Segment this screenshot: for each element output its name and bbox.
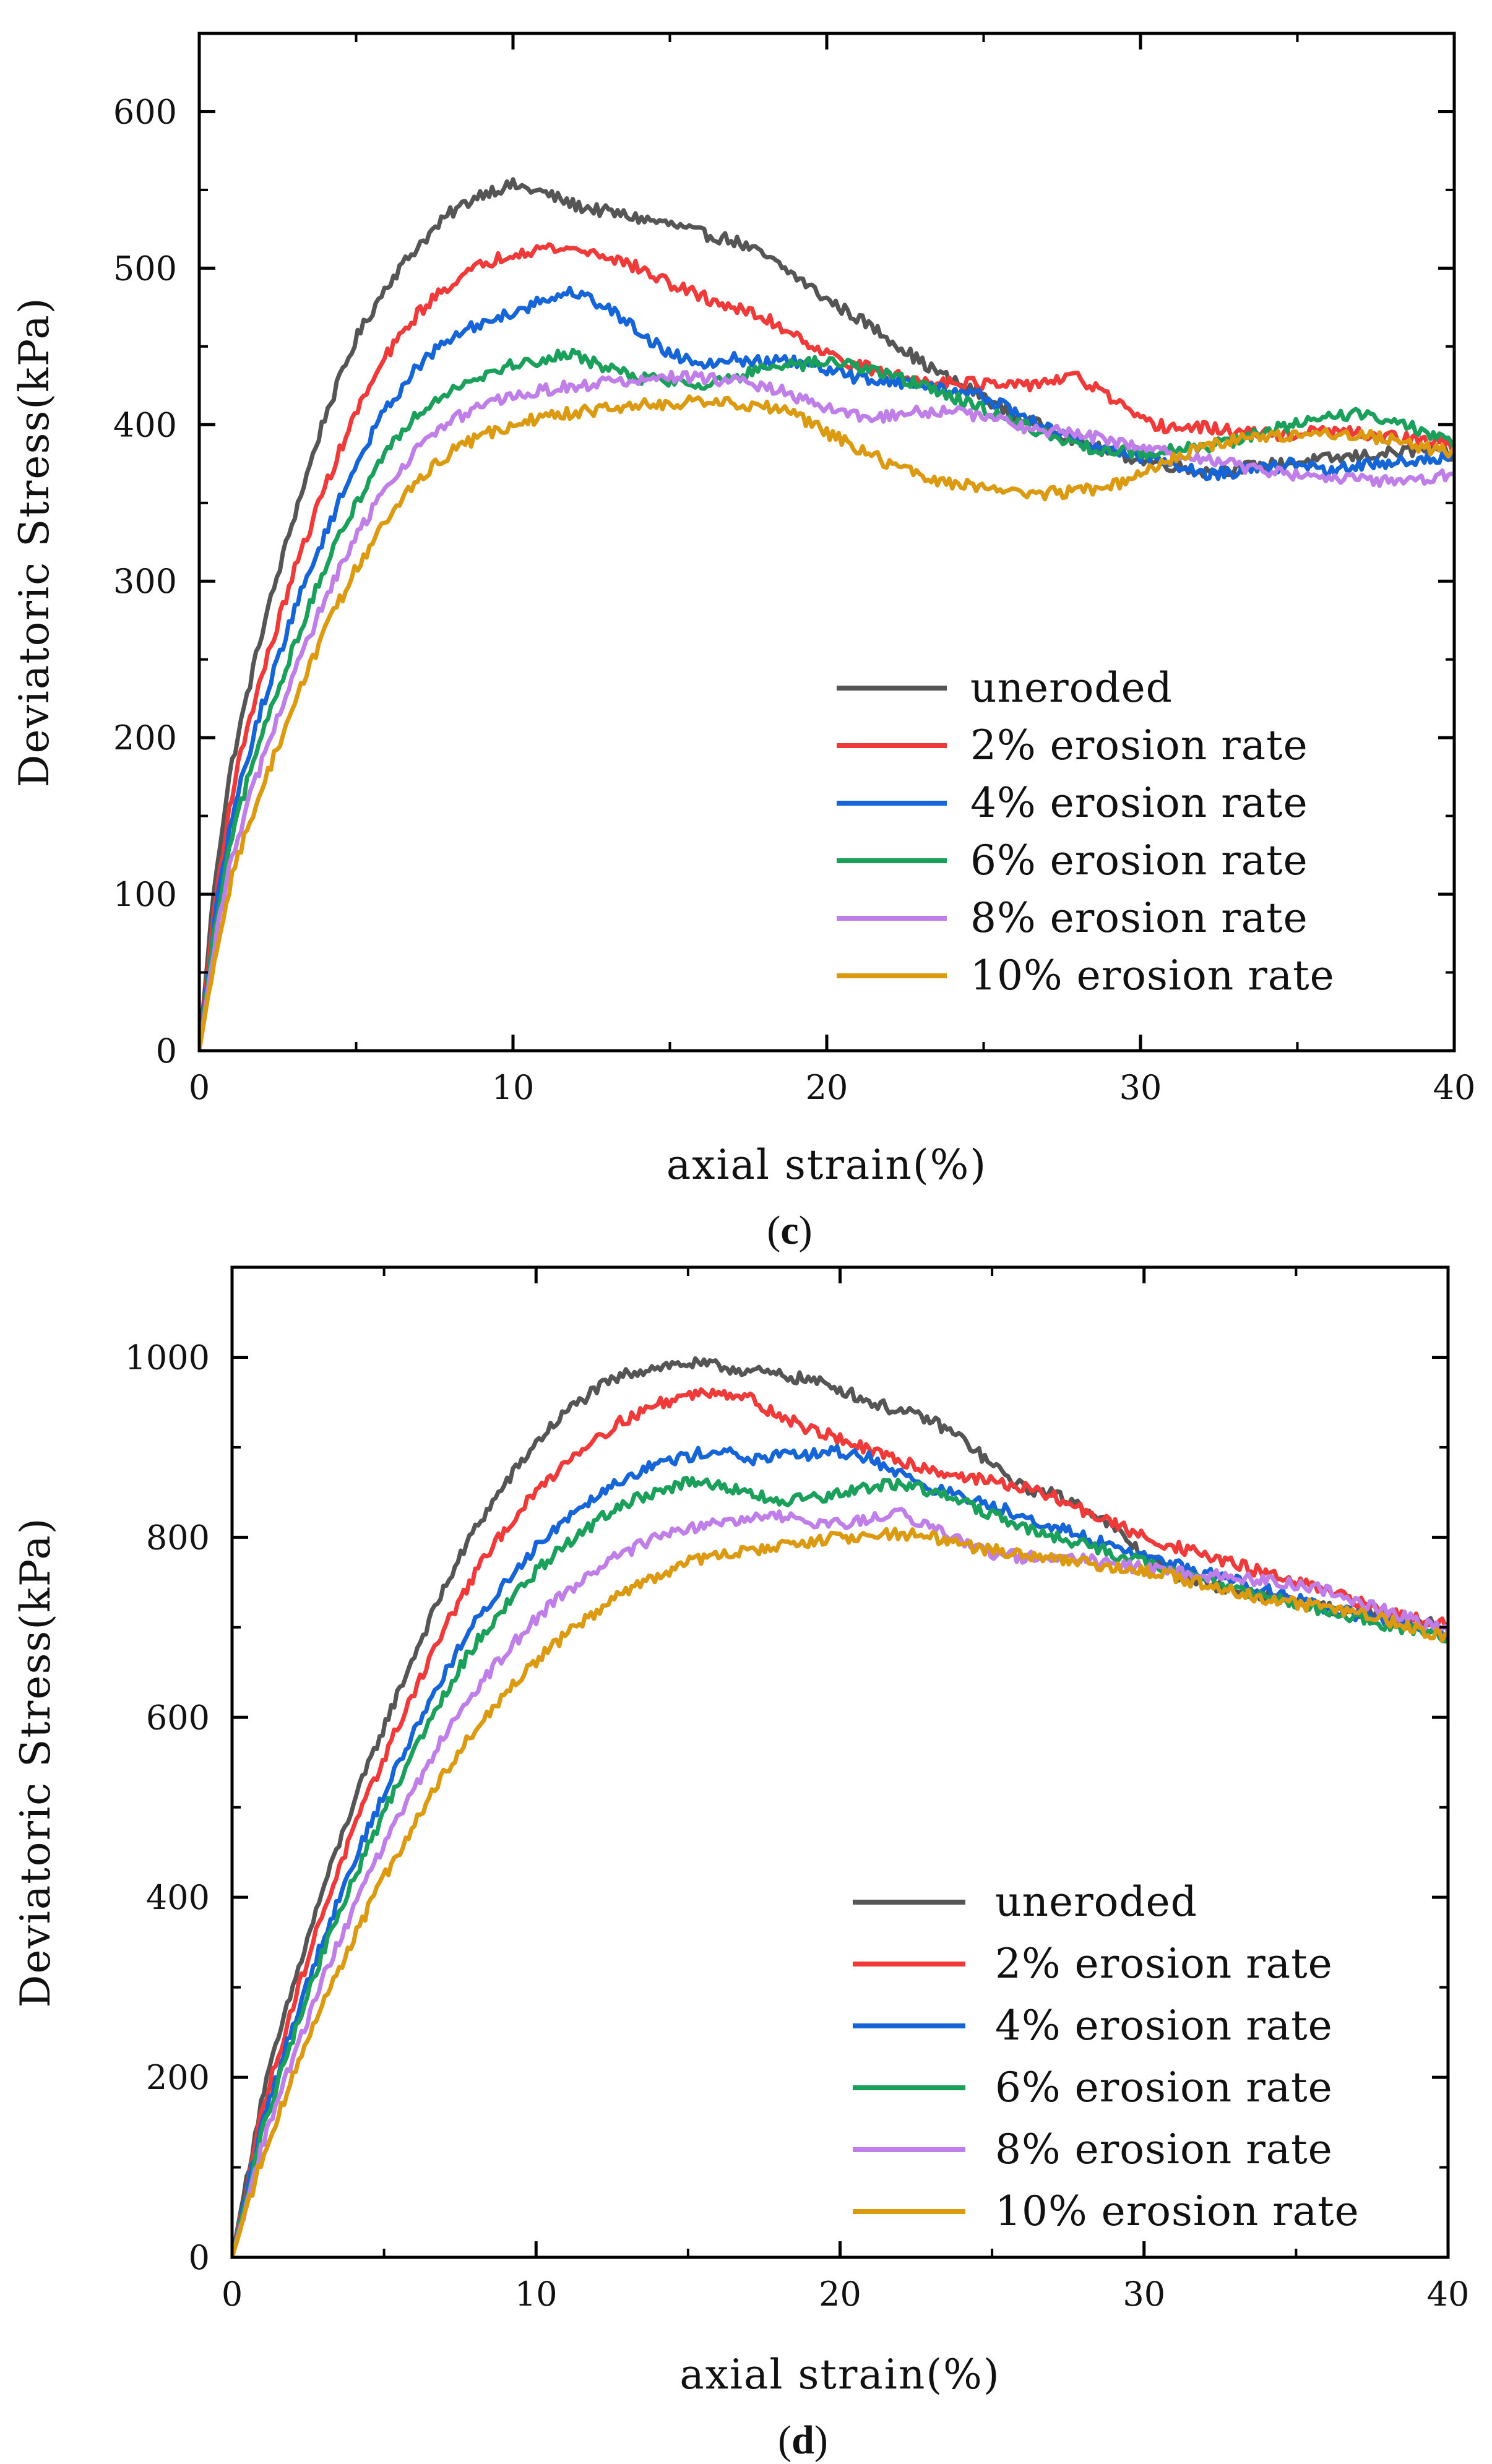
legend-label: 2% erosion rate bbox=[995, 1940, 1333, 1988]
y-axis-title: Deviatoric Stress(kPa) bbox=[11, 297, 58, 788]
series-line-2pct-erosion bbox=[199, 242, 1454, 1051]
legend-label: 10% erosion rate bbox=[970, 952, 1335, 999]
x-tick-label: 30 bbox=[1123, 2275, 1165, 2314]
series-group bbox=[232, 1356, 1448, 2257]
series-line-8pct-erosion bbox=[232, 1507, 1448, 2257]
y-axis-title: Deviatoric Stress(kPa) bbox=[12, 1517, 59, 2008]
legend-label: uneroded bbox=[995, 1878, 1197, 1926]
y-tick-label: 400 bbox=[146, 1878, 210, 1917]
series-line-4pct-erosion bbox=[199, 285, 1454, 1051]
x-tick-label: 20 bbox=[819, 2275, 861, 2314]
y-tick-label: 400 bbox=[113, 405, 177, 444]
x-tick-label: 0 bbox=[222, 2275, 243, 2314]
y-tick-label: 200 bbox=[113, 718, 177, 757]
panel-label: (d) bbox=[778, 2418, 828, 2463]
y-tick-label: 0 bbox=[156, 1032, 177, 1070]
legend-label: 8% erosion rate bbox=[995, 2126, 1333, 2173]
y-tick-label: 300 bbox=[113, 562, 177, 601]
legend-label: 8% erosion rate bbox=[970, 894, 1308, 942]
y-tick-label: 0 bbox=[189, 2238, 210, 2277]
x-tick-label: 20 bbox=[806, 1068, 848, 1107]
x-tick-label: 0 bbox=[189, 1068, 210, 1107]
series-group bbox=[199, 177, 1454, 1051]
x-tick-label: 30 bbox=[1119, 1068, 1162, 1107]
y-tick-label: 100 bbox=[113, 875, 177, 914]
series-line-10pct-erosion bbox=[199, 394, 1454, 1051]
legend-label: 6% erosion rate bbox=[995, 2064, 1333, 2111]
panel-label: (c) bbox=[767, 1208, 812, 1253]
legend-label: 10% erosion rate bbox=[995, 2187, 1360, 2235]
x-tick-label: 40 bbox=[1433, 1068, 1476, 1107]
y-tick-label: 500 bbox=[113, 249, 177, 288]
series-line-8pct-erosion bbox=[199, 369, 1454, 1051]
series-line-2pct-erosion bbox=[232, 1387, 1448, 2257]
legend-label: 2% erosion rate bbox=[970, 722, 1308, 769]
series-line-4pct-erosion bbox=[232, 1444, 1448, 2257]
legend-label: 4% erosion rate bbox=[995, 2002, 1333, 2049]
series-line-uneroded bbox=[199, 177, 1454, 1051]
y-tick-label: 600 bbox=[146, 1698, 210, 1737]
legend: uneroded 2% erosion rate 4% erosion rate 6%… bbox=[853, 1878, 1360, 2235]
y-tick-label: 600 bbox=[113, 92, 177, 131]
x-axis-title: axial strain(%) bbox=[679, 2351, 1000, 2398]
legend-label: 6% erosion rate bbox=[970, 837, 1308, 884]
x-tick-label: 10 bbox=[492, 1068, 535, 1107]
y-tick-label: 1000 bbox=[125, 1338, 210, 1377]
x-axis-title: axial strain(%) bbox=[666, 1141, 987, 1189]
legend-label: 4% erosion rate bbox=[970, 779, 1308, 827]
legend-label: uneroded bbox=[970, 664, 1173, 712]
x-tick-label: 40 bbox=[1427, 2275, 1470, 2314]
legend: uneroded 2% erosion rate 4% erosion rate 6%… bbox=[837, 664, 1335, 999]
y-tick-label: 200 bbox=[146, 2058, 210, 2097]
y-tick-label: 800 bbox=[146, 1518, 210, 1557]
x-tick-label: 10 bbox=[515, 2275, 558, 2314]
series-line-6pct-erosion bbox=[199, 347, 1454, 1051]
series-line-10pct-erosion bbox=[232, 1527, 1448, 2257]
